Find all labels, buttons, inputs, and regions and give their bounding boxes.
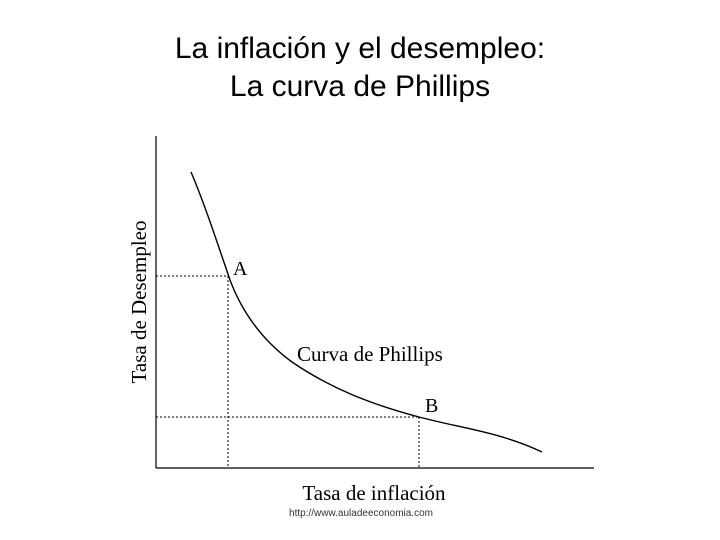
point-b-label: B — [425, 395, 438, 417]
curve-label: Curva de Phillips — [297, 342, 443, 366]
point-a-label: A — [233, 258, 248, 280]
y-axis-label: Tasa de Desempleo — [127, 221, 151, 384]
slide-title: La inflación y el desempleo: La curva de… — [0, 30, 720, 106]
phillips-curve — [190, 171, 543, 453]
x-axis-label: Tasa de inflación — [302, 481, 446, 505]
title-line-2: La curva de Phillips — [229, 70, 491, 103]
source-credit: http://www.auladeeconomia.com — [289, 508, 433, 519]
title-line-1: La inflación y el desempleo: — [174, 32, 546, 65]
